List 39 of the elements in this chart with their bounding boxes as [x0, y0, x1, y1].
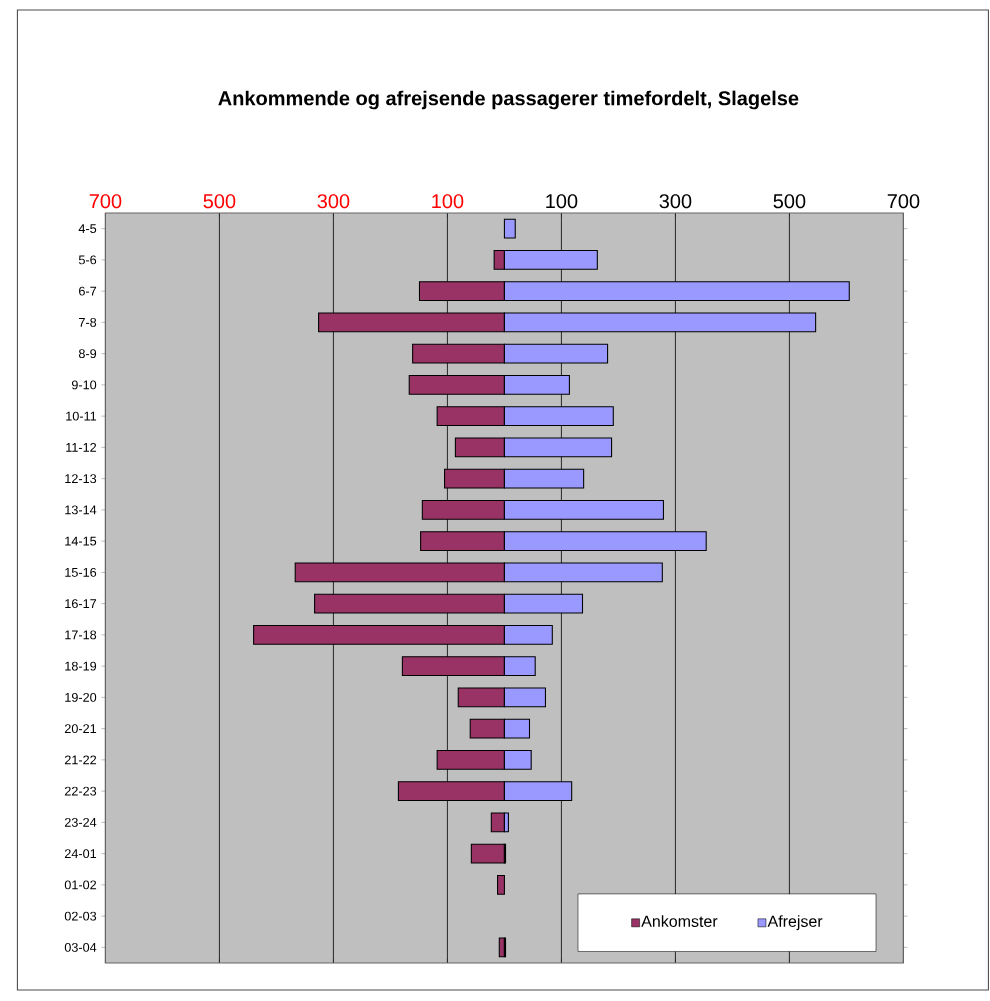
y-tick-label: 18-19 [65, 661, 96, 671]
y-tick-label: 01-02 [64, 880, 96, 890]
y-tick-label: 17-18 [65, 630, 96, 640]
y-tick-label: 12-13 [65, 474, 96, 484]
y-tick-label: 03-04 [64, 942, 97, 952]
y-tick-label: 22-23 [64, 786, 96, 796]
legend-label: Ankomster [641, 915, 718, 927]
x-tick-label: 500 [773, 194, 806, 209]
y-tick-label: 13-14 [65, 505, 97, 515]
x-tick-label: 500 [203, 194, 236, 209]
y-tick-label: 19-20 [65, 692, 96, 702]
y-tick-label: 02-03 [64, 911, 96, 921]
legend-label: Afrejser [767, 915, 823, 931]
y-tick-label: 20-21 [64, 724, 96, 734]
x-tick-label: 300 [659, 194, 692, 209]
y-tick-label: 14-15 [65, 536, 96, 546]
bar [490, 812, 505, 833]
x-tick-label: 100 [432, 194, 464, 209]
x-tick-label: 700 [887, 194, 920, 209]
y-tick-label: 23-24 [64, 817, 97, 827]
y-tick-label: 6-7 [78, 286, 96, 296]
bar [470, 843, 505, 864]
y-tick-label: 16-17 [65, 599, 96, 609]
y-tick-label: 11-12 [66, 442, 96, 452]
y-tick-label: 9-10 [71, 380, 97, 390]
y-tick-label: 24-01 [64, 849, 96, 859]
y-tick-label: 15-16 [65, 567, 96, 577]
y-tick-label: 21-22 [64, 755, 96, 765]
x-tick-label: 100 [546, 194, 578, 209]
x-tick-label: 700 [89, 194, 122, 209]
x-tick-label: 300 [317, 194, 350, 209]
chart-title: Ankommende og afrejsende passagerer timefordelt, Slagelse [218, 90, 799, 110]
bar [496, 874, 505, 895]
bar [503, 218, 516, 239]
y-tick-label: 8-9 [78, 349, 96, 359]
y-tick-label: 10-11 [66, 411, 96, 421]
y-tick-label: 5-6 [78, 255, 96, 265]
y-tick-label: 4-5 [78, 224, 96, 234]
y-tick-label: 7-8 [78, 317, 96, 327]
